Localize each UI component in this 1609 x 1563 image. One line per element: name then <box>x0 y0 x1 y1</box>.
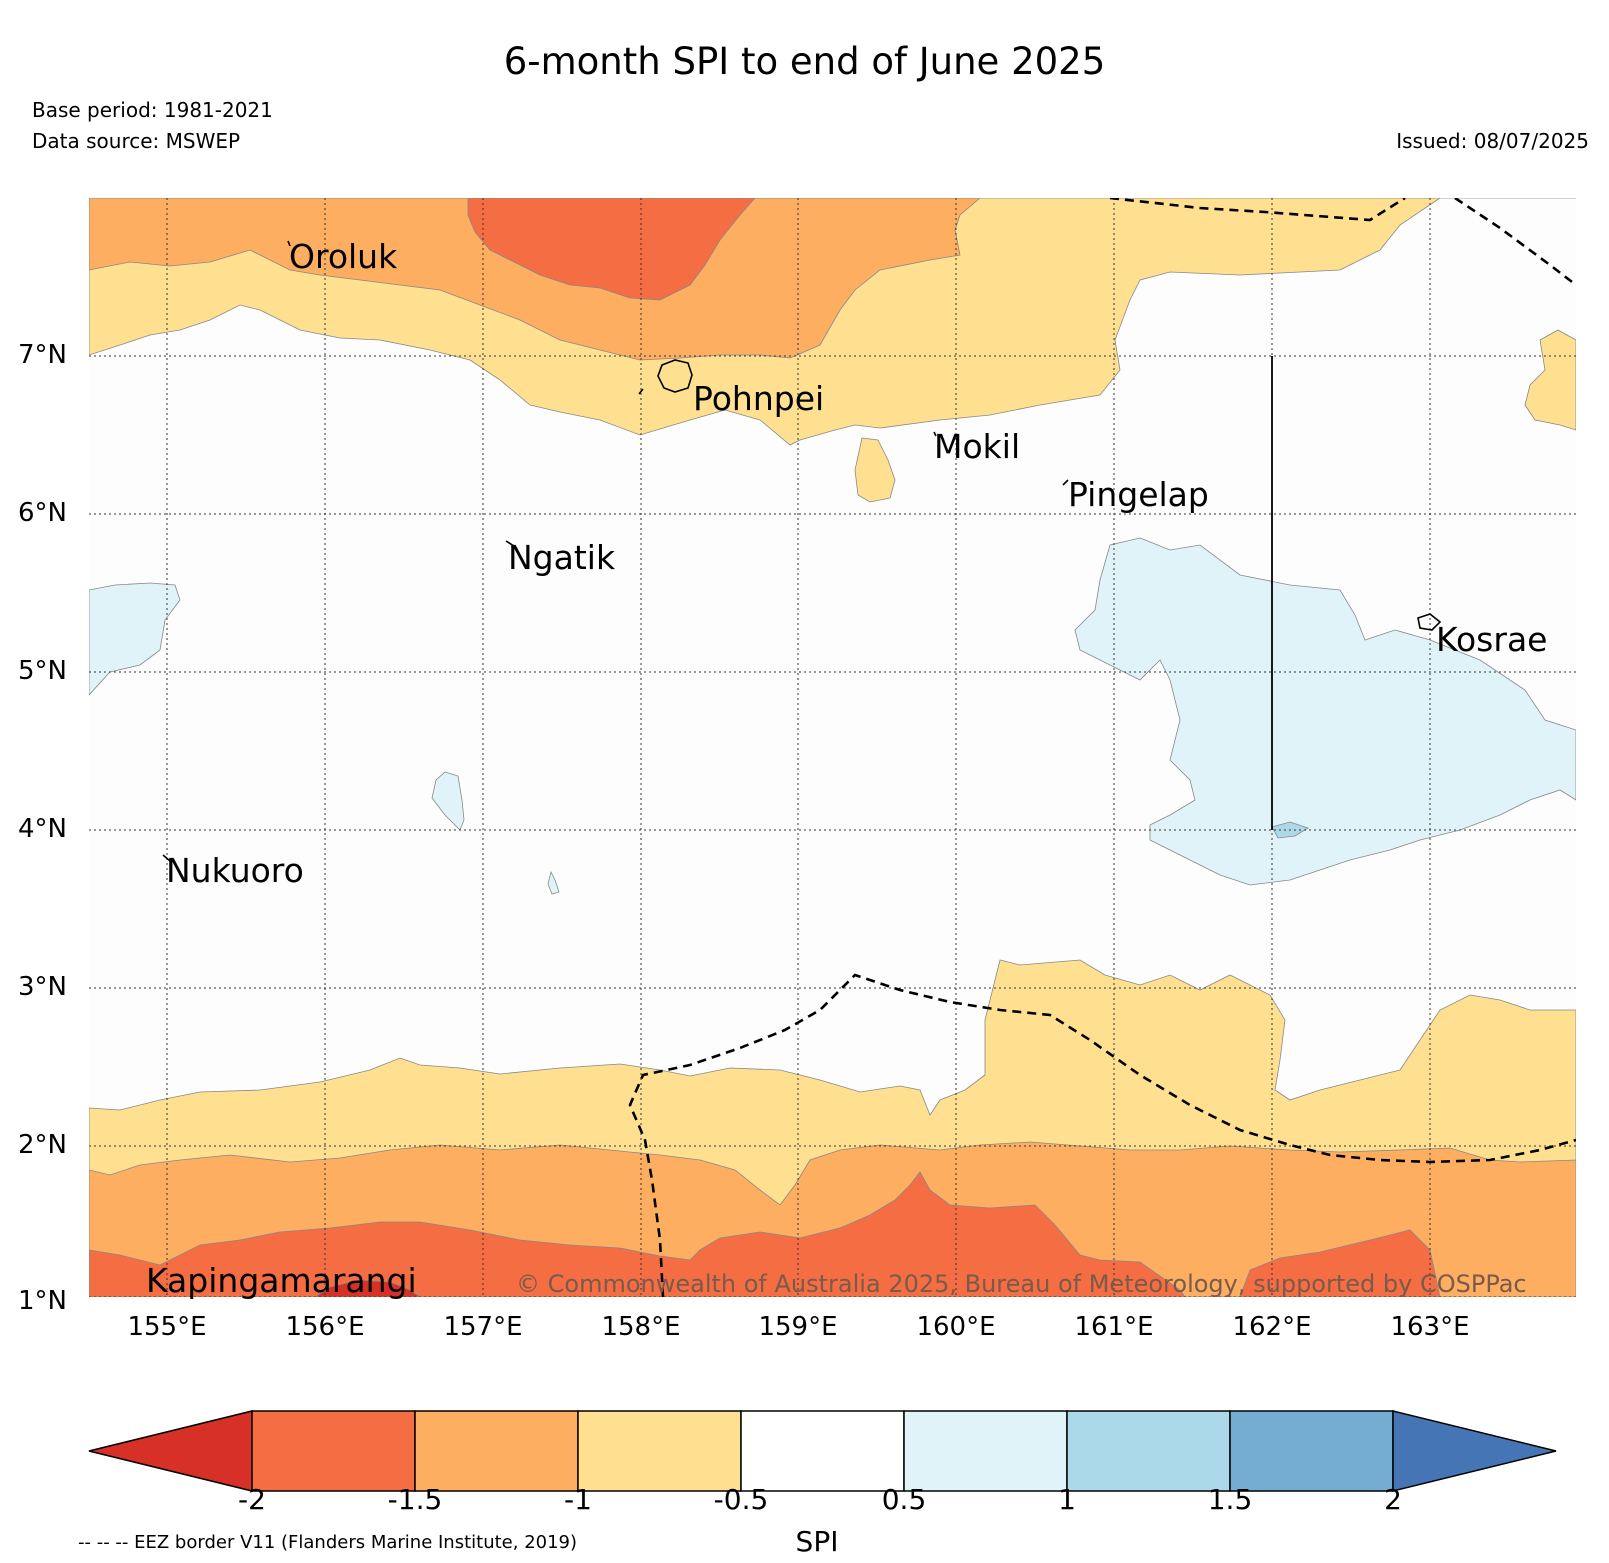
eez-border <box>628 198 1576 1297</box>
colorbar-tick: 1 <box>1058 1483 1076 1516</box>
colorbar-tick: 2 <box>1384 1483 1402 1516</box>
nukuoro-atoll <box>162 854 171 862</box>
mokil-atoll <box>933 431 937 437</box>
colorbar-extend-high <box>1392 1410 1557 1492</box>
lat-label-6n: 6°N <box>18 498 67 528</box>
colorbar-segment <box>1066 1410 1231 1492</box>
pohnpei-island <box>657 359 693 393</box>
lat-label-4n: 4°N <box>18 814 67 844</box>
spi-band-north-extreme <box>467 198 756 301</box>
colorbar <box>88 1410 1557 1492</box>
colorbar-tick: -1.5 <box>387 1483 443 1516</box>
spi-band-south-extreme <box>89 1171 1441 1297</box>
spi-patch-kosrae-wet <box>1074 537 1576 886</box>
lon-label-158e: 158°E <box>601 1312 681 1342</box>
place-label-oroluk: Oroluk <box>289 237 398 276</box>
issued-date-label: Issued: 08/07/2025 <box>1396 129 1589 153</box>
pingelap-atoll <box>1062 479 1069 486</box>
kosrae-island <box>1417 613 1442 631</box>
colorbar-tick: -0.5 <box>713 1483 769 1516</box>
colorbar-title: SPI <box>795 1525 839 1558</box>
place-label-mokil: Mokil <box>934 427 1020 466</box>
island-outlines <box>162 240 1442 862</box>
copyright-notice: © Commonwealth of Australia 2025, Bureau… <box>516 1270 1527 1298</box>
colorbar-extend-low <box>88 1410 253 1492</box>
lon-label-161e: 161°E <box>1074 1312 1154 1342</box>
lon-label-162e: 162°E <box>1232 1312 1312 1342</box>
lat-label-1n: 1°N <box>18 1286 67 1316</box>
lon-label-155e: 155°E <box>127 1312 207 1342</box>
graticule <box>89 198 1576 1297</box>
place-label-nukuoro: Nukuoro <box>166 851 304 890</box>
map-title: 6-month SPI to end of June 2025 <box>503 40 1106 83</box>
spi-band-north-severe <box>89 198 981 361</box>
colorbar-segment <box>903 1410 1068 1492</box>
spi-patch-mokil-dry <box>854 437 896 503</box>
colorbar-segment <box>1229 1410 1394 1492</box>
lat-label-3n: 3°N <box>18 972 67 1002</box>
spi-patch-west-wet <box>89 582 181 696</box>
spi-shading <box>89 198 1576 1297</box>
lat-label-2n: 2°N <box>18 1130 67 1160</box>
lon-label-159e: 159°E <box>758 1312 838 1342</box>
place-label-pohnpei: Pohnpei <box>693 379 824 418</box>
colorbar-tick: 1.5 <box>1207 1483 1253 1516</box>
spi-patch-south-extreme-dark <box>314 1279 421 1297</box>
place-label-ngatik: Ngatik <box>508 538 616 577</box>
lon-label-156e: 156°E <box>285 1312 365 1342</box>
lon-label-160e: 160°E <box>916 1312 996 1342</box>
oroluk-atoll <box>287 240 291 247</box>
lon-label-163e: 163°E <box>1390 1312 1470 1342</box>
spi-patch-small-wet <box>547 870 560 895</box>
colorbar-segment <box>577 1410 742 1492</box>
place-label-kapingamarangi: Kapingamarangi <box>146 1261 417 1300</box>
base-period-label: Base period: 1981-2021 <box>32 98 273 122</box>
lat-label-7n: 7°N <box>18 340 67 370</box>
lon-label-157e: 157°E <box>443 1312 523 1342</box>
colorbar-segment <box>740 1410 905 1492</box>
pohnpei-islet <box>638 388 644 395</box>
place-label-pingelap: Pingelap <box>1068 475 1209 514</box>
ngatik-atoll <box>505 540 515 547</box>
colorbar-segment <box>414 1410 579 1492</box>
place-label-kosrae: Kosrae <box>1436 620 1547 659</box>
colorbar-tick: -2 <box>238 1483 266 1516</box>
lat-label-5n: 5°N <box>18 656 67 686</box>
spi-patch-east-dry <box>1524 329 1576 431</box>
colorbar-tick: 0.5 <box>881 1483 927 1516</box>
colorbar-segment <box>251 1410 416 1492</box>
eez-footnote: -- -- -- EEZ border V11 (Flanders Marine… <box>78 1532 578 1553</box>
colorbar-tick: -1 <box>564 1483 592 1516</box>
data-source-label: Data source: MSWEP <box>32 129 241 153</box>
